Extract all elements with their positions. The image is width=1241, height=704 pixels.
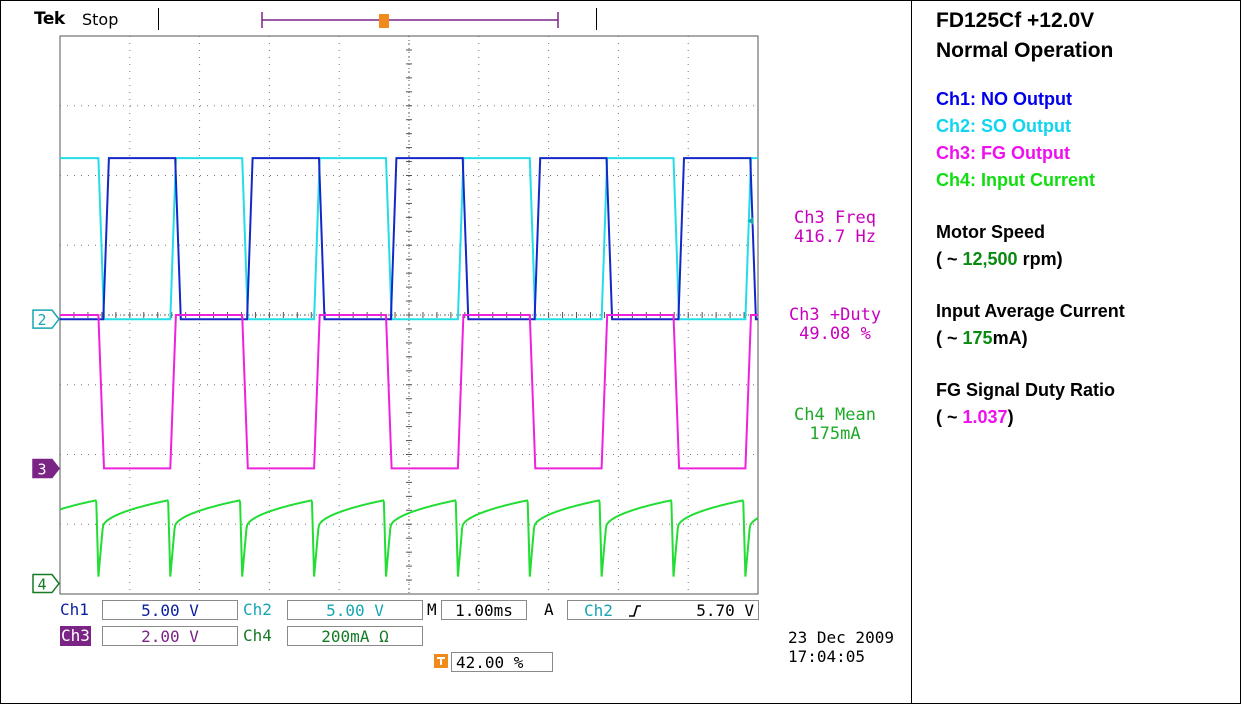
trigger-mode: A bbox=[544, 600, 554, 619]
channel-marker: 4 bbox=[32, 573, 60, 594]
brand-logo: Tek bbox=[34, 9, 65, 29]
record-trigger-icon bbox=[379, 14, 389, 28]
measurement-label: Ch3 +Duty bbox=[788, 305, 882, 325]
ch3-trace bbox=[60, 314, 758, 470]
ch2-scale: 5.00 V bbox=[287, 600, 423, 620]
current-label: Input Average Current bbox=[936, 301, 1125, 321]
channel-marker-label: 4 bbox=[37, 576, 46, 594]
channel-marker-shape bbox=[32, 458, 60, 479]
legend-ch3: Ch3: FG Output bbox=[936, 143, 1070, 163]
channel-marker-label: 3 bbox=[37, 460, 46, 478]
annotation-panel: FD125Cf +12.0V Normal Operation Ch1: NO … bbox=[936, 6, 1232, 431]
measurement-label: Ch3 Freq bbox=[794, 208, 876, 228]
ch2-trace bbox=[60, 157, 758, 321]
channel-markers: 2 3 4 bbox=[32, 309, 60, 594]
header-separator bbox=[596, 8, 597, 30]
current-value: 175 bbox=[962, 328, 993, 348]
channel-marker-shape bbox=[32, 573, 60, 594]
channel-marker-shape bbox=[32, 309, 60, 329]
trigger-readout: Ch2 5.70 V bbox=[567, 600, 759, 620]
channel-marker: 3 bbox=[32, 458, 60, 479]
ch4-scale: 200mA Ω bbox=[287, 626, 423, 646]
ch1-scale: 5.00 V bbox=[102, 600, 238, 620]
channel-marker-label: 2 bbox=[37, 311, 46, 329]
column-divider bbox=[911, 0, 912, 704]
duty-value: 1.037 bbox=[962, 407, 1008, 427]
channel-marker: 2 bbox=[32, 309, 60, 329]
ch1-label: Ch1 bbox=[60, 600, 89, 619]
legend-ch4: Ch4: Input Current bbox=[936, 170, 1095, 190]
current-readout: ( ~ 175mA) bbox=[936, 328, 1028, 348]
speed-value: 12,500 bbox=[962, 249, 1018, 269]
panel-title-line1: FD125Cf +12.0V bbox=[936, 9, 1095, 32]
duty-readout: ( ~ 1.037) bbox=[936, 407, 1014, 427]
trigger-level: 5.70 V bbox=[696, 601, 754, 620]
trigger-t-icon bbox=[434, 654, 448, 668]
panel-title-line2: Normal Operation bbox=[936, 39, 1114, 62]
timebase: 1.00ms bbox=[441, 600, 527, 620]
oscilloscope-display: 2 3 4 bbox=[32, 12, 759, 595]
legend-ch2: Ch2: SO Output bbox=[936, 116, 1071, 136]
trigger-level-arrow bbox=[747, 216, 754, 225]
legend-ch1: Ch1: NO Output bbox=[936, 89, 1072, 109]
measurement-value: 175mA bbox=[809, 424, 861, 444]
ch2-label: Ch2 bbox=[243, 600, 272, 619]
time: 17:04:05 bbox=[788, 647, 866, 666]
duty-label: FG Signal Duty Ratio bbox=[936, 380, 1116, 400]
rising-edge-icon bbox=[628, 605, 641, 617]
traces bbox=[59, 157, 759, 577]
ch3-label: Ch3 bbox=[60, 626, 91, 646]
timebase-prefix: M bbox=[427, 600, 437, 619]
speed-label: Motor Speed bbox=[936, 222, 1046, 242]
measurement-value: 49.08 % bbox=[799, 324, 871, 344]
ch3-scale: 2.00 V bbox=[102, 626, 238, 646]
speed-readout: ( ~ 12,500 rpm) bbox=[936, 249, 1063, 269]
header-separator bbox=[158, 8, 159, 30]
measurement-label: Ch4 Mean bbox=[794, 405, 876, 425]
datetime: 23 Dec 2009 17:04:05 bbox=[788, 628, 894, 666]
ch1-trace bbox=[60, 157, 758, 321]
trigger-position: 42.00 % bbox=[451, 652, 553, 672]
run-state: Stop bbox=[82, 10, 119, 29]
trigger-source: Ch2 bbox=[584, 601, 613, 620]
ch4-trace bbox=[59, 499, 759, 577]
ch4-label: Ch4 bbox=[243, 626, 272, 645]
measurement-value: 416.7 Hz bbox=[794, 227, 876, 247]
date: 23 Dec 2009 bbox=[788, 628, 894, 647]
